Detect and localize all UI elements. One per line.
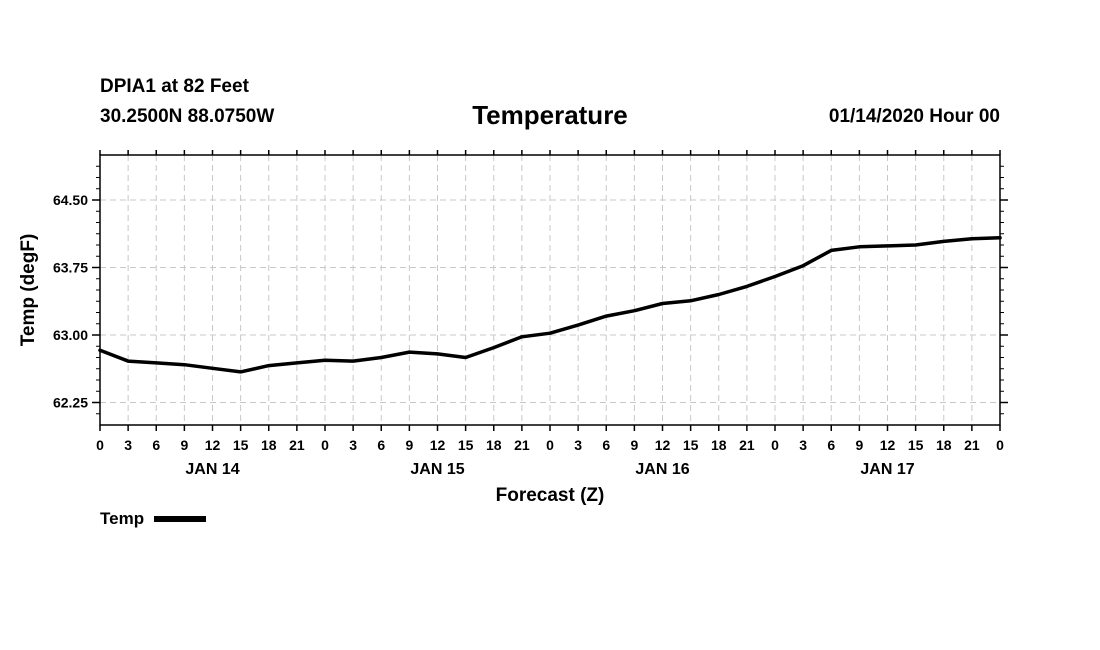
x-tick-label: 21 <box>739 437 755 453</box>
day-label: JAN 17 <box>860 461 914 478</box>
run-time-label: 01/14/2020 Hour 00 <box>828 106 1000 127</box>
x-tick-label: 18 <box>486 437 502 453</box>
x-tick-label: 6 <box>377 437 385 453</box>
y-axis-label: Temp (degF) <box>18 234 39 347</box>
x-tick-label: 6 <box>827 437 835 453</box>
x-tick-label: 9 <box>855 437 863 453</box>
y-tick-label: 62.25 <box>53 395 88 411</box>
station-label: DPIA1 at 82 Feet <box>100 76 249 97</box>
legend-line-swatch <box>154 516 207 522</box>
legend-label: Temp <box>100 509 145 528</box>
day-label: JAN 14 <box>185 461 239 478</box>
x-tick-label: 18 <box>261 437 277 453</box>
x-tick-label: 6 <box>152 437 160 453</box>
coordinates-label: 30.2500N 88.0750W <box>100 106 275 127</box>
x-tick-label: 3 <box>124 437 132 453</box>
x-tick-label: 15 <box>683 437 699 453</box>
x-tick-label: 15 <box>908 437 924 453</box>
x-tick-label: 12 <box>430 437 446 453</box>
legend: Temp <box>100 509 207 529</box>
x-tick-label: 18 <box>936 437 952 453</box>
x-tick-label: 12 <box>655 437 671 453</box>
chart-title: Temperature <box>472 100 628 130</box>
x-tick-label: 9 <box>405 437 413 453</box>
x-tick-label: 12 <box>205 437 221 453</box>
x-tick-label: 15 <box>233 437 249 453</box>
x-tick-label: 9 <box>180 437 188 453</box>
x-tick-label: 3 <box>574 437 582 453</box>
x-tick-label: 3 <box>799 437 807 453</box>
x-tick-label: 9 <box>630 437 638 453</box>
day-label: JAN 16 <box>635 461 689 478</box>
x-tick-label: 0 <box>96 437 104 453</box>
x-tick-label: 3 <box>349 437 357 453</box>
x-tick-label: 15 <box>458 437 474 453</box>
x-tick-label: 21 <box>514 437 530 453</box>
x-tick-label: 6 <box>602 437 610 453</box>
y-tick-label: 64.50 <box>53 192 88 208</box>
x-tick-label: 0 <box>996 437 1004 453</box>
day-label: JAN 15 <box>410 461 464 478</box>
series-line-temp <box>98 236 1002 374</box>
x-tick-label: 21 <box>964 437 980 453</box>
x-tick-label: 21 <box>289 437 305 453</box>
y-tick-label: 63.00 <box>53 327 88 343</box>
x-axis-label: Forecast (Z) <box>496 485 605 506</box>
x-tick-label: 12 <box>880 437 896 453</box>
x-tick-label: 0 <box>771 437 779 453</box>
x-tick-label: 18 <box>711 437 727 453</box>
x-tick-label: 0 <box>321 437 329 453</box>
y-tick-label: 63.75 <box>53 260 88 276</box>
x-tick-label: 0 <box>546 437 554 453</box>
